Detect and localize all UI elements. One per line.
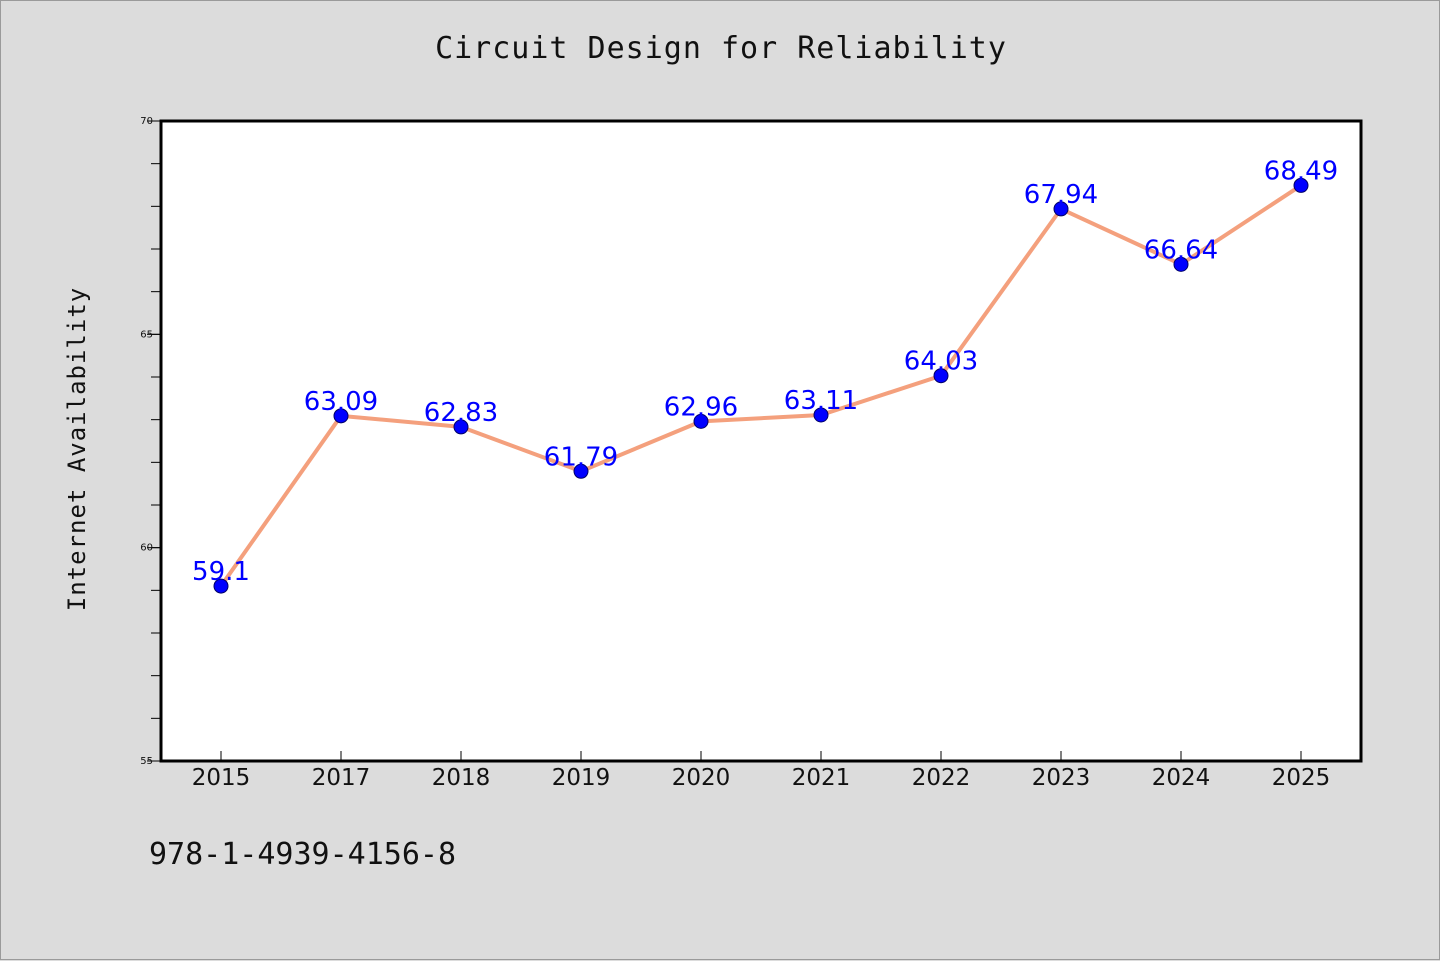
isbn-text: 978-1-4939-4156-8	[149, 837, 457, 872]
data-point	[1293, 177, 1309, 193]
y-tick-label: 70	[140, 116, 153, 127]
data-label: 63.09	[304, 387, 378, 417]
data-point	[1053, 201, 1069, 217]
data-label: 62.96	[664, 392, 738, 422]
x-tick-label: 2024	[1152, 765, 1211, 791]
y-tick-label: 65	[140, 329, 153, 340]
plot-frame	[159, 119, 1363, 763]
data-point	[573, 463, 589, 479]
data-point	[1173, 256, 1189, 272]
data-label: 63.11	[784, 386, 858, 416]
data-label: 67.94	[1024, 180, 1098, 210]
data-label: 64.03	[904, 347, 978, 377]
x-tick-label: 2021	[792, 765, 851, 791]
x-tick-label: 2022	[912, 765, 971, 791]
data-point	[813, 407, 829, 423]
plot-area	[161, 121, 1361, 761]
y-tick-labels: 55 60 65 70	[140, 116, 153, 767]
data-point	[453, 419, 469, 435]
y-tick-label: 60	[140, 543, 153, 554]
x-tick-label: 2018	[432, 765, 491, 791]
x-tick-label: 2020	[672, 765, 731, 791]
x-tick-label: 2023	[1032, 765, 1091, 791]
x-tick-labels: 2015 2017 2018 2019 2020 2021 2022 2023 2024 2025	[192, 765, 1331, 791]
data-labels: 59.1 63.09 62.83 61.79 62.96 63.11 64.03 67.94 6…	[192, 156, 1338, 587]
data-point	[213, 578, 229, 594]
x-tick-label: 2017	[312, 765, 371, 791]
data-label: 62.83	[424, 398, 498, 428]
data-label: 68.49	[1264, 156, 1338, 186]
data-markers	[213, 177, 1309, 594]
y-tick-label: 55	[140, 756, 153, 767]
series-line	[219, 183, 1303, 588]
x-tick-label: 2019	[552, 765, 611, 791]
data-label: 59.1	[192, 557, 250, 587]
data-point	[933, 368, 949, 384]
data-label: 66.64	[1144, 235, 1218, 265]
y-major-ticks	[147, 120, 161, 762]
data-label: 61.79	[544, 442, 618, 472]
x-tick-label: 2025	[1272, 765, 1331, 791]
x-tick-label: 2015	[192, 765, 251, 791]
data-point	[333, 408, 349, 424]
chart-title: Circuit Design for Reliability	[435, 31, 1007, 66]
x-ticks	[220, 751, 1302, 761]
data-point	[693, 413, 709, 429]
